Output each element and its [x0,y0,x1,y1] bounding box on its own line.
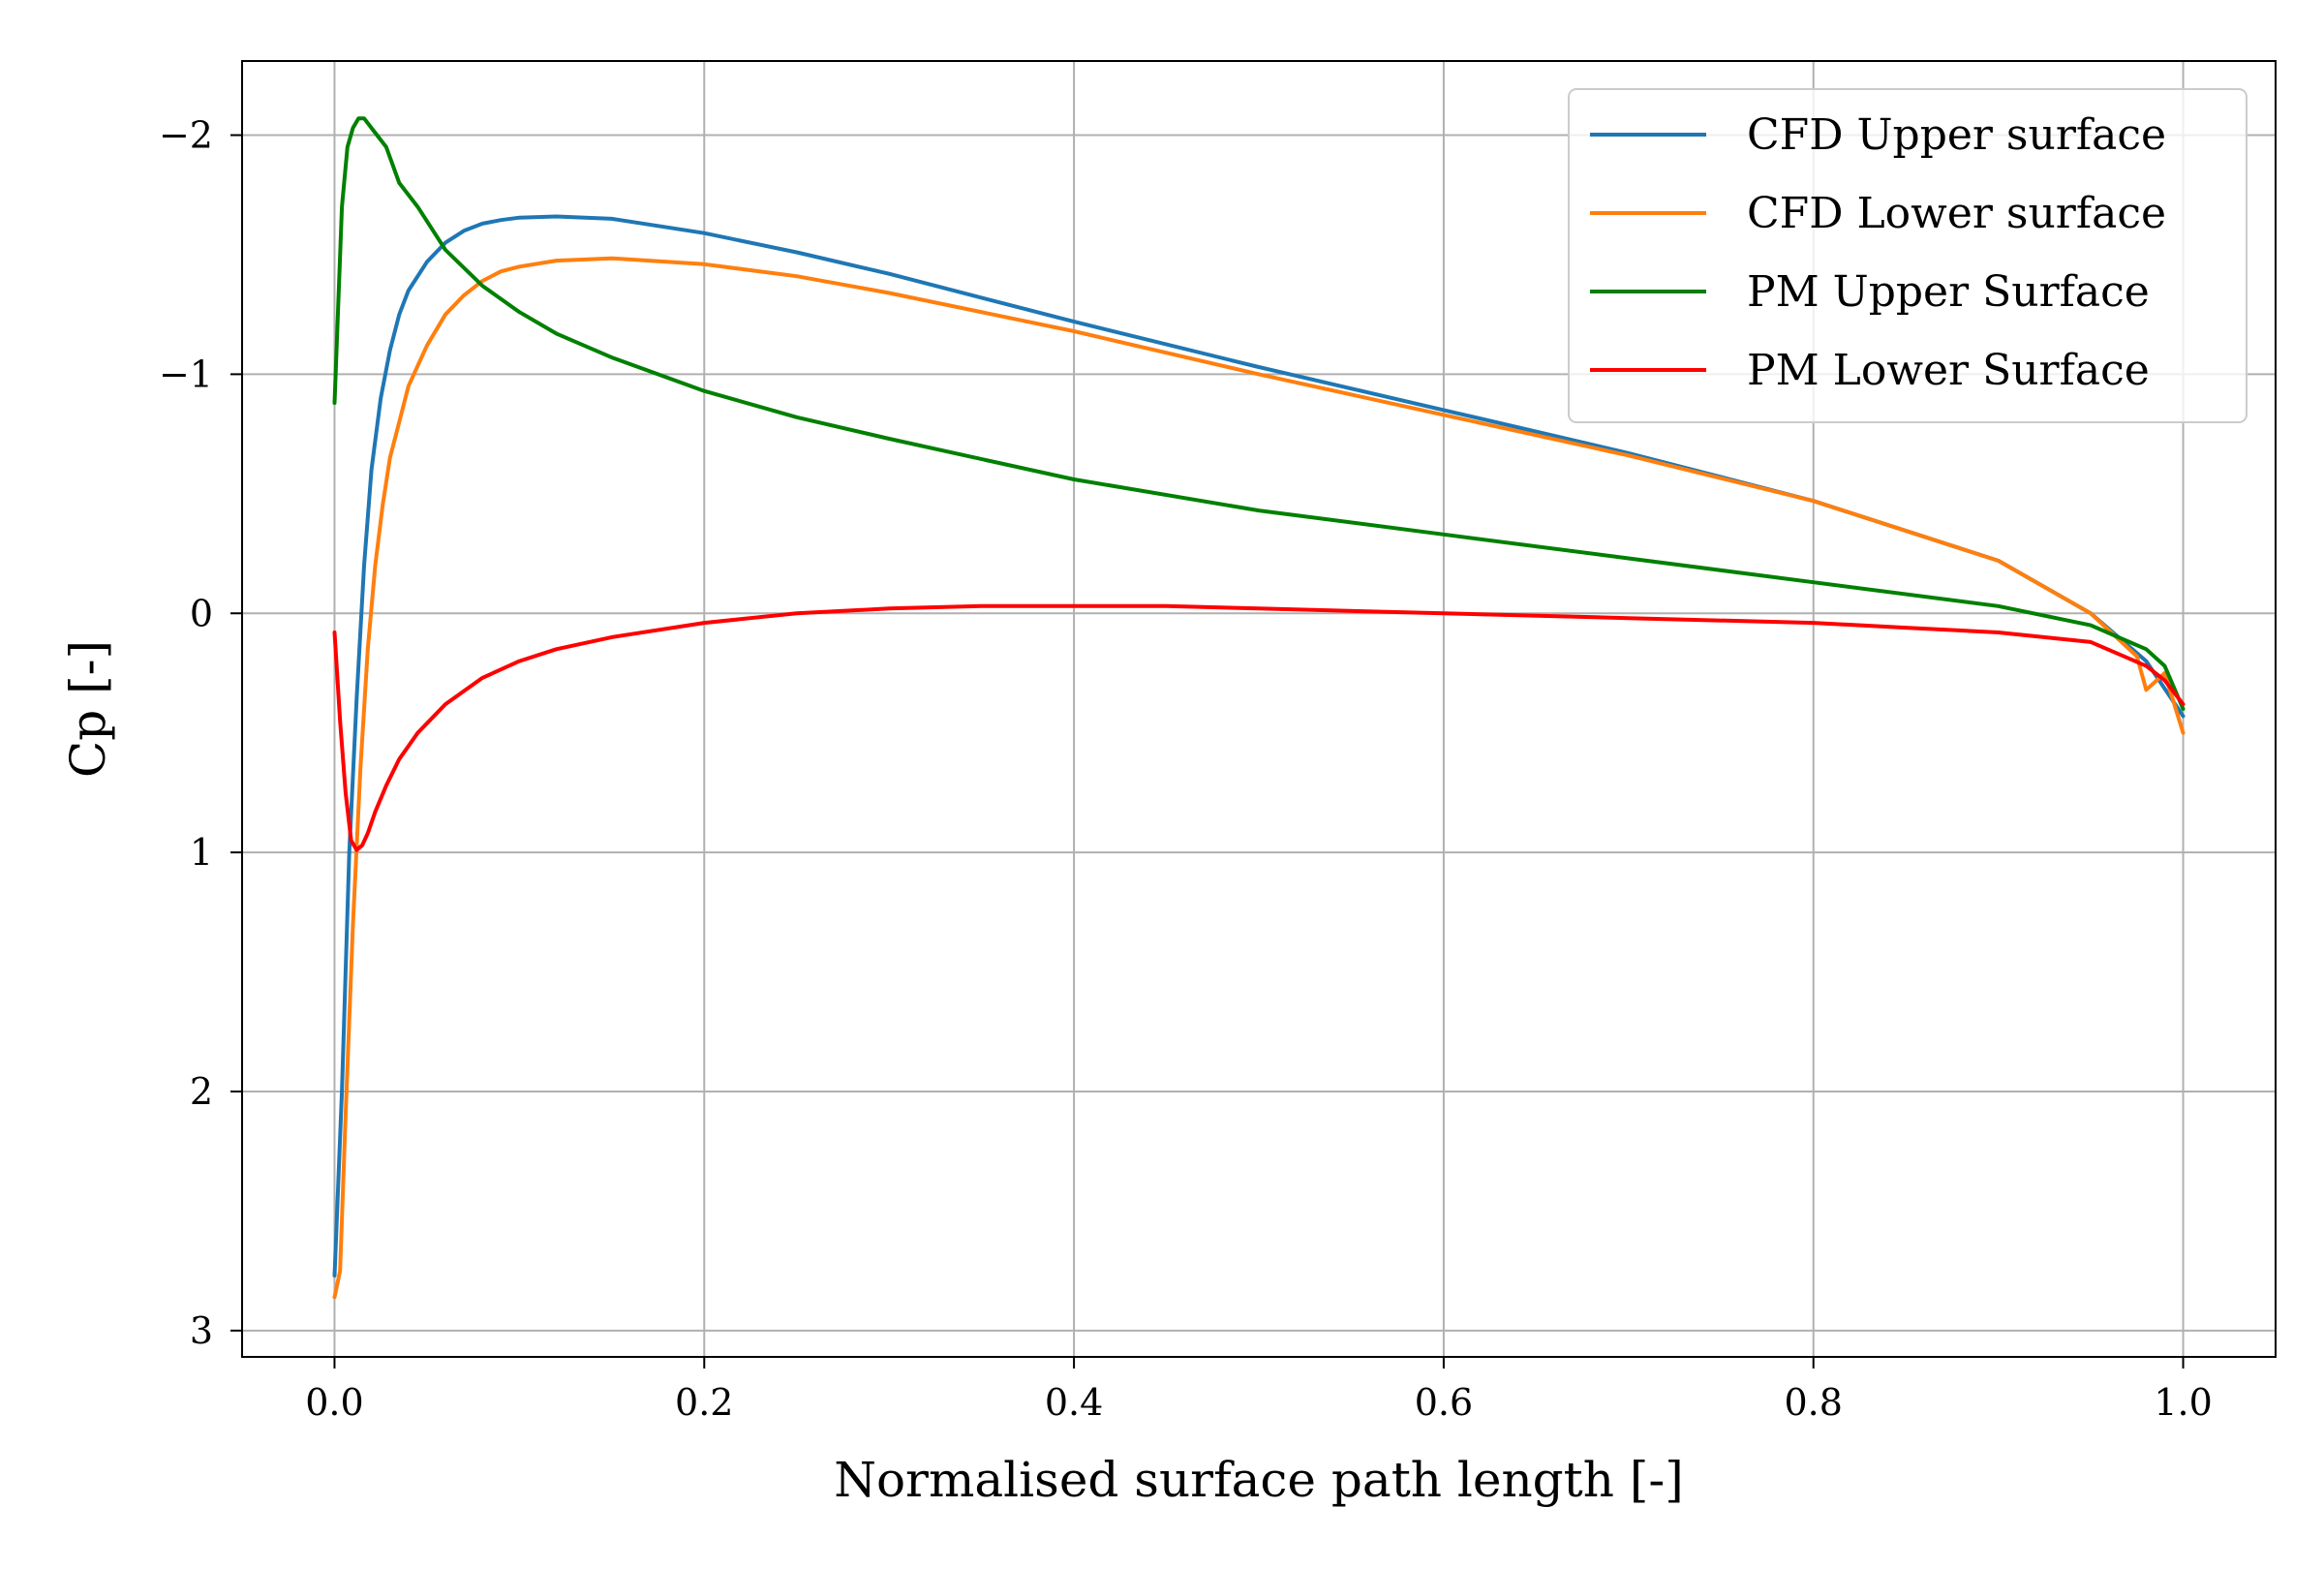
x-tick-label: 1.0 [2154,1381,2212,1424]
legend-entry-3: PM Upper Surface [1747,267,2150,317]
y-tick-label: 2 [190,1070,213,1113]
series-line-4 [332,603,2186,852]
x-tick-label: 0.0 [305,1381,363,1424]
x-tick-label: 0.2 [675,1381,733,1424]
legend-entry-2: CFD Lower surface [1747,189,2166,238]
legend-entry-4: PM Lower Surface [1747,346,2150,395]
x-axis-ticks: 0.0 0.2 0.4 0.6 0.8 1.0 [305,1357,2213,1424]
series-line-2 [332,256,2186,1300]
legend-entry-1: CFD Upper surface [1747,110,2166,160]
legend-box [1568,88,2248,423]
y-axis-label: Cp [-] [60,640,116,778]
x-tick-label: 0.6 [1415,1381,1473,1424]
x-tick-label: 0.4 [1045,1381,1103,1424]
y-tick-label: 1 [190,831,213,874]
series-line-3 [332,116,2186,711]
series-lines [332,116,2186,1300]
plot-area-frame [241,60,2277,1358]
x-axis-label: Normalised surface path length [-] [834,1452,1684,1508]
x-tick-label: 0.8 [1785,1381,1843,1424]
y-tick-label: −2 [159,114,213,157]
y-tick-label: 3 [190,1309,213,1352]
legend: CFD Upper surface CFD Lower surface PM Upp… [1568,88,2248,423]
y-tick-label: −1 [159,353,213,395]
y-axis-ticks: −2 −1 0 1 2 3 [159,114,242,1352]
y-tick-label: 0 [190,592,213,634]
